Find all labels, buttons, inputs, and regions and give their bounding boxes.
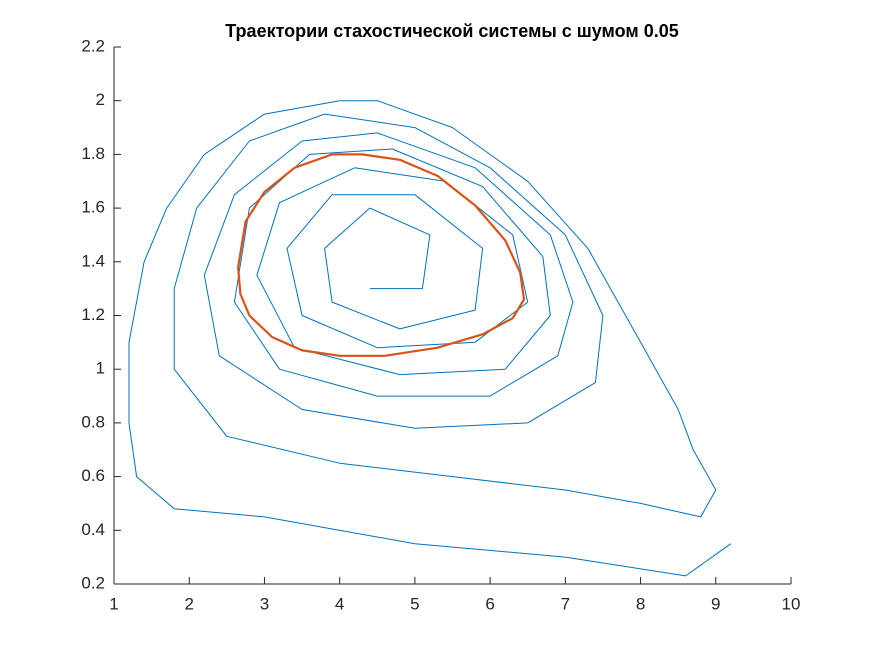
y-tick-label: 1.2 <box>81 305 105 324</box>
chart-title: Траектории стахостической системы с шумо… <box>225 21 679 41</box>
x-tick-label: 3 <box>260 594 269 613</box>
x-tick-label: 8 <box>636 594 645 613</box>
y-tick-label: 0.6 <box>81 466 105 485</box>
x-tick-label: 4 <box>335 594 344 613</box>
y-tick-label: 0.2 <box>81 573 105 592</box>
x-tick-label: 7 <box>561 594 570 613</box>
y-tick-label: 1.4 <box>81 251 105 270</box>
y-tick-label: 1.6 <box>81 198 105 217</box>
x-tick-label: 1 <box>109 594 118 613</box>
x-tick-label: 5 <box>410 594 419 613</box>
y-tick-label: 1.8 <box>81 144 105 163</box>
y-tick-label: 2 <box>96 90 105 109</box>
x-tick-label: 10 <box>782 594 801 613</box>
y-tick-label: 0.4 <box>81 520 105 539</box>
x-tick-label: 2 <box>184 594 193 613</box>
trajectory <box>128 100 732 577</box>
y-tick-label: 0.8 <box>81 412 105 431</box>
x-tick-label: 9 <box>711 594 720 613</box>
y-tick-label: 1 <box>96 359 105 378</box>
x-tick-label: 6 <box>485 594 494 613</box>
y-tick-label: 2.2 <box>81 36 105 55</box>
trajectory <box>237 153 526 357</box>
